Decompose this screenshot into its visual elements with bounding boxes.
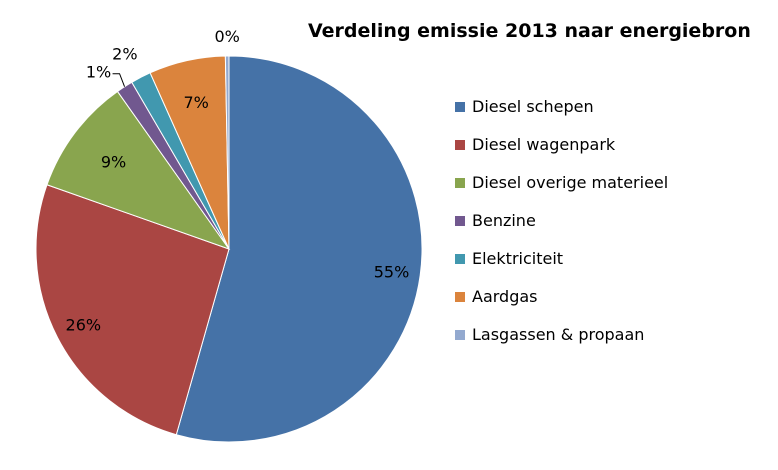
- data-label: 7%: [183, 93, 208, 112]
- leader-line: [112, 73, 126, 87]
- legend-swatch: [455, 216, 465, 226]
- legend-item: Diesel overige materieel: [455, 173, 668, 211]
- pie-slice-diesel-schepen: [175, 55, 423, 443]
- legend-item: Benzine: [455, 211, 668, 249]
- legend-item: Lasgassen & propaan: [455, 325, 668, 363]
- legend-label: Diesel overige materieel: [472, 173, 669, 192]
- legend-item: Diesel schepen: [455, 97, 668, 135]
- legend-swatch: [455, 140, 465, 150]
- legend-swatch: [455, 292, 465, 302]
- legend-label: Lasgassen & propaan: [472, 325, 645, 344]
- legend: Diesel schepen Diesel wagenpark Diesel ove…: [455, 97, 668, 363]
- legend-label: Diesel schepen: [472, 97, 594, 116]
- data-label: 9%: [101, 153, 126, 172]
- legend-label: Elektriciteit: [472, 249, 564, 268]
- chart-title: Verdeling emissie 2013 naar energiebron: [308, 20, 751, 42]
- data-label: 2%: [112, 44, 137, 63]
- legend-item: Diesel wagenpark: [455, 135, 668, 173]
- data-label: 1%: [86, 63, 111, 82]
- pie-slice-diesel-overige-materieel: [46, 90, 231, 250]
- legend-label: Benzine: [472, 211, 536, 230]
- legend-item: Elektriciteit: [455, 249, 668, 287]
- data-label: 0%: [214, 27, 239, 46]
- legend-swatch: [455, 178, 465, 188]
- legend-item: Aardgas: [455, 287, 668, 325]
- pie-slice-diesel-wagenpark: [35, 184, 230, 436]
- data-label: 55%: [374, 263, 410, 282]
- legend-label: Diesel wagenpark: [472, 135, 616, 154]
- pie-slice-lasgassen-propaan: [224, 55, 230, 250]
- data-label: 26%: [66, 315, 102, 334]
- legend-swatch: [455, 102, 465, 112]
- legend-swatch: [455, 330, 465, 340]
- legend-label: Aardgas: [472, 287, 538, 306]
- legend-swatch: [455, 254, 465, 264]
